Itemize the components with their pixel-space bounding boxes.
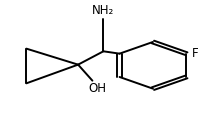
Text: NH₂: NH₂ xyxy=(92,4,115,17)
Text: OH: OH xyxy=(88,82,106,95)
Text: F: F xyxy=(192,47,198,60)
